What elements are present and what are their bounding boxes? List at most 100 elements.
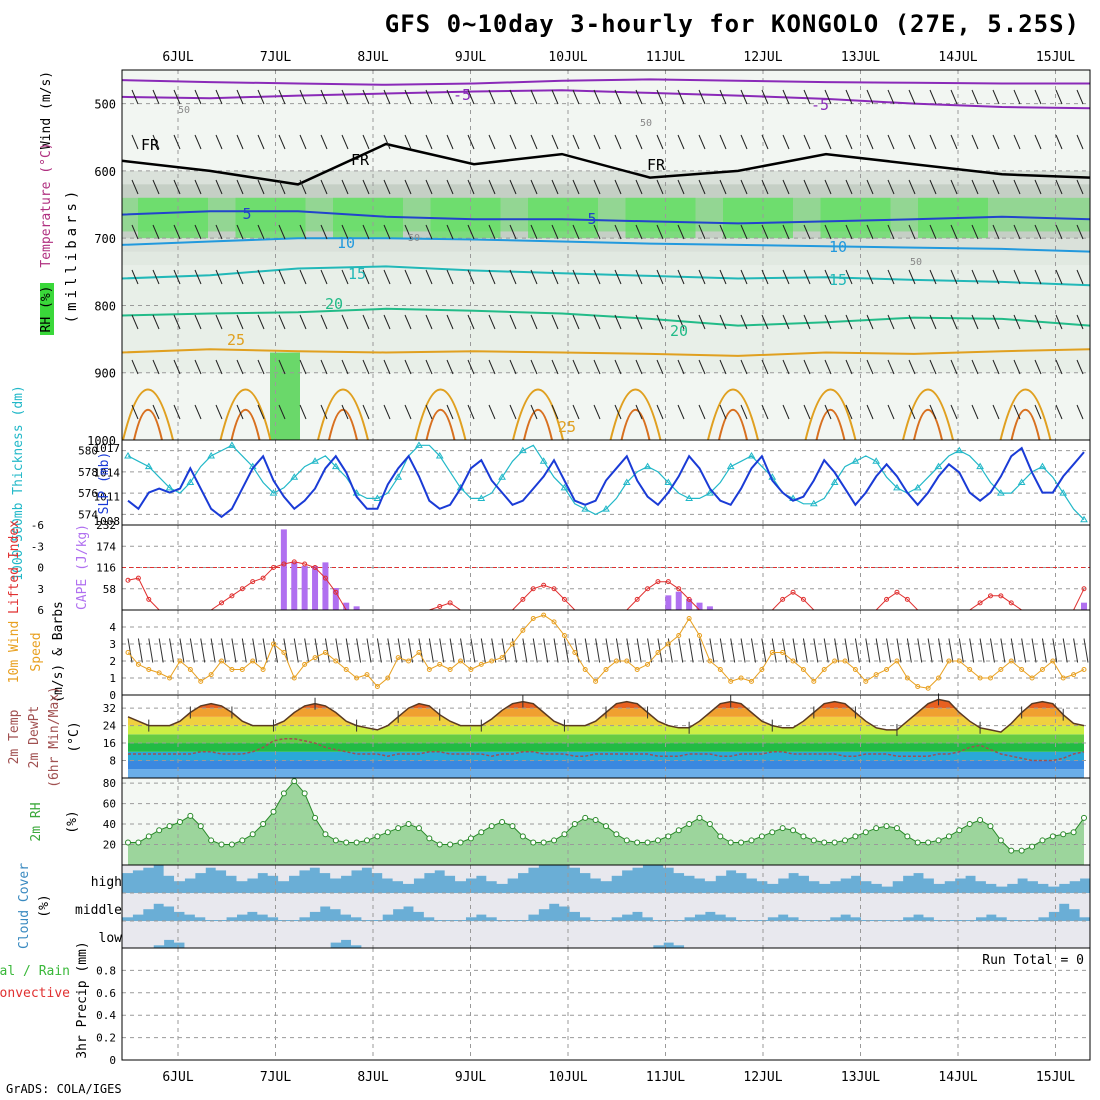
wind-tick-label: 3 (109, 638, 116, 651)
rh-marker (249, 831, 256, 838)
cloud-gap-middle (246, 893, 258, 912)
wind-barb (677, 359, 685, 375)
cloud-gap-high (1069, 865, 1081, 882)
wind-barb (824, 224, 832, 240)
wind-tick-label: 0 (109, 689, 116, 702)
surface-wind-barb (221, 638, 227, 663)
lifted-index-marker (333, 589, 339, 595)
rh-marker (1060, 831, 1067, 838)
surface-wind-barb (356, 638, 362, 663)
wind-barb (866, 359, 874, 375)
wind-barb (320, 224, 328, 240)
surface-wind-barb (241, 638, 247, 663)
cloud-gap-low (611, 921, 623, 948)
cloud-gap-low (996, 921, 1008, 948)
rh-marker (312, 814, 319, 821)
wind-speed-marker (187, 667, 193, 672)
date-label-top: 8JUL (357, 50, 388, 65)
wind-barb (572, 404, 580, 420)
isotherm-label: 20 (670, 322, 688, 340)
wind-barb (362, 224, 370, 240)
wind-speed-marker (738, 675, 744, 681)
cloud-gap-middle (382, 893, 394, 915)
lifted-index-marker (645, 586, 651, 592)
li-tick-label: 6 (37, 604, 44, 617)
surface-wind-barb (875, 638, 881, 663)
surface-wind-barb (1031, 638, 1037, 663)
cloud-gap-middle (1048, 893, 1060, 912)
cloud-gap-low (444, 921, 456, 948)
precip-convective-label: Convective (0, 986, 70, 1001)
wind-barb (887, 269, 895, 285)
cloud-gap-low (215, 921, 227, 948)
thickness-marker (872, 457, 881, 464)
wind-barb (656, 224, 664, 240)
date-label-bottom: 14JUL (938, 1070, 977, 1085)
rh-marker (654, 837, 661, 844)
surface-wind-barb (626, 638, 632, 663)
wind-speed-marker (489, 658, 495, 664)
wind-speed-marker (863, 678, 869, 684)
cloud-gap-middle (350, 893, 362, 918)
wind-speed-marker (343, 667, 349, 672)
wind-speed-marker (645, 661, 651, 667)
cloud-gap-middle (559, 893, 571, 907)
cloud-gap-low (861, 921, 872, 948)
cloud-gap-middle (715, 893, 727, 915)
wind-speed-marker (167, 675, 173, 681)
thickness-marker (331, 462, 340, 470)
wind-barb (782, 134, 790, 150)
surface-wind-barb (948, 638, 954, 663)
wind-barb (782, 269, 790, 285)
wind-barb (341, 179, 349, 195)
wind-barb (236, 269, 244, 285)
rh-marker (488, 823, 495, 830)
cloud-gap-high (142, 865, 154, 868)
thickness-tick-label: 578 (78, 466, 98, 479)
wind-speed-marker (135, 661, 141, 667)
wind-speed-marker (842, 658, 848, 664)
cloud-gap-high (1027, 865, 1039, 882)
rh-marker (831, 839, 838, 846)
cloud-gap-low (246, 921, 258, 948)
wind-barb (845, 134, 853, 150)
wind-speed-marker (291, 675, 297, 681)
rh-marker (135, 839, 142, 846)
wind-barb (1034, 224, 1042, 240)
rh-marker (166, 823, 173, 830)
cloud-gap-middle (538, 893, 550, 910)
wind-barb (320, 404, 328, 420)
cloud-gap-middle (933, 893, 945, 920)
cloud-gap-middle (257, 893, 269, 915)
wind-barb (782, 224, 790, 240)
surface-wind-barb (335, 638, 341, 663)
wind-barb (299, 314, 307, 330)
thickness-marker (622, 478, 631, 485)
cloud-gap-low (350, 921, 362, 946)
rh-tick-label: 20 (103, 839, 116, 852)
wind-barb (908, 269, 916, 285)
rh-tick-label: 80 (103, 777, 116, 790)
wind-barb (299, 404, 307, 420)
wind-barb (173, 314, 181, 330)
wind-barb (992, 134, 1000, 150)
wind-barb (614, 134, 622, 150)
cloud-gap-high (850, 865, 862, 876)
wind-barb (467, 404, 475, 420)
cloud-gap-middle (215, 893, 227, 920)
cloud-gap-low (840, 921, 852, 948)
cloud-gap-middle (621, 893, 633, 915)
surface-wind-barb (262, 638, 268, 663)
cape-bar (280, 529, 287, 610)
cloud-gap-high (579, 865, 591, 874)
wind-barb (656, 314, 664, 330)
thickness-marker (664, 478, 673, 485)
wind-barb (677, 269, 685, 285)
wind-barb (971, 89, 979, 105)
surface-wind-barb (906, 638, 912, 663)
cloud-gap-high (215, 865, 227, 871)
wind-barb (341, 134, 349, 150)
surface-wind-barb (449, 638, 455, 663)
cloud-gap-low (933, 921, 945, 948)
cloud-gap-high (465, 865, 477, 879)
